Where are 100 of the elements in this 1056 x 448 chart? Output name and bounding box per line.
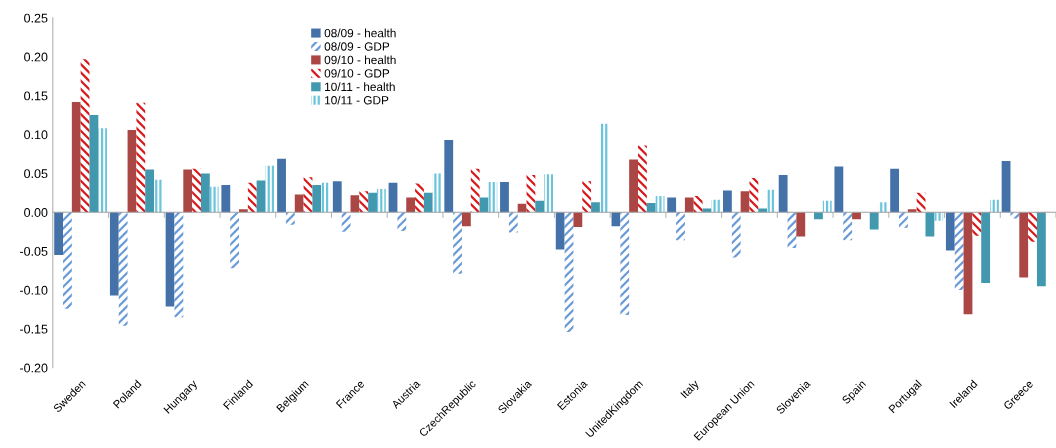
bar	[397, 212, 407, 231]
bar	[54, 212, 64, 256]
bar	[526, 174, 536, 213]
bar	[749, 178, 759, 213]
bar	[822, 200, 832, 213]
bar	[350, 195, 360, 213]
y-tick-label: 0.20	[24, 52, 48, 62]
y-tick-label: 0.05	[24, 169, 48, 179]
bar	[109, 212, 119, 296]
bar	[599, 123, 609, 213]
bar	[582, 181, 592, 213]
bar	[332, 181, 342, 213]
bar	[71, 101, 81, 213]
bar	[247, 182, 257, 213]
bar	[878, 202, 888, 213]
bar	[256, 180, 266, 213]
bar	[517, 203, 527, 213]
legend-label: 08/09 - health	[324, 28, 396, 38]
bar	[239, 209, 248, 213]
bar	[488, 181, 498, 213]
bar	[285, 212, 295, 225]
bar	[80, 59, 90, 213]
bar	[500, 181, 509, 213]
bar	[638, 145, 647, 213]
bar	[136, 102, 146, 213]
legend-label: 10/11 - health	[325, 82, 395, 91]
bar	[432, 173, 442, 213]
bar	[341, 212, 351, 232]
y-tick-label: -0.10	[20, 285, 48, 295]
bar	[183, 169, 193, 213]
bar	[221, 185, 231, 213]
bar	[118, 212, 128, 326]
bar	[796, 212, 806, 237]
bar	[963, 212, 973, 315]
bar	[145, 169, 155, 213]
bar	[406, 197, 416, 213]
bar	[544, 174, 554, 213]
bar	[415, 183, 424, 213]
bar	[98, 128, 108, 213]
bar	[843, 212, 853, 241]
bar	[508, 212, 518, 233]
y-tick-label: -0.05	[20, 246, 48, 256]
bar	[127, 129, 137, 213]
bar	[209, 186, 219, 213]
bar	[312, 185, 322, 213]
bar	[693, 195, 703, 213]
bar	[461, 212, 471, 227]
bar	[740, 191, 750, 213]
bar	[731, 212, 741, 258]
bar	[981, 212, 991, 284]
bar	[934, 212, 944, 221]
bar	[899, 212, 908, 228]
bar	[767, 189, 776, 213]
legend-label: 09/10 - GDP	[324, 68, 390, 78]
bar	[555, 212, 565, 250]
bar	[676, 212, 685, 241]
bar	[711, 199, 721, 213]
bar	[620, 212, 630, 315]
bar	[294, 194, 304, 213]
bar	[954, 212, 964, 291]
y-tick-label: -0.15	[20, 324, 48, 334]
legend-label: 08/09 - GDP	[324, 42, 390, 51]
bar	[869, 212, 879, 230]
bar	[1019, 212, 1029, 278]
bar	[758, 208, 768, 213]
bar	[277, 158, 286, 213]
bar	[192, 168, 201, 213]
bar	[890, 168, 900, 213]
bar	[89, 115, 99, 213]
bar	[200, 173, 210, 213]
x-tick-label: Italy	[680, 378, 702, 400]
bar	[470, 168, 480, 213]
bar	[165, 212, 175, 307]
bar	[444, 139, 454, 213]
bar	[591, 202, 600, 213]
bar	[1036, 212, 1046, 287]
y-tick-label: 0.00	[24, 208, 48, 217]
y-tick-label: 0.10	[24, 130, 48, 140]
bar	[535, 200, 545, 213]
bar	[1010, 212, 1020, 219]
bar	[629, 159, 638, 213]
bar	[453, 212, 462, 274]
bar	[63, 212, 72, 309]
bar	[834, 166, 844, 213]
bar	[368, 192, 377, 213]
y-tick-label: 0.15	[24, 91, 48, 101]
legend-label: 09/10 - health	[324, 55, 396, 65]
bar	[945, 212, 955, 251]
bar	[684, 197, 694, 213]
y-tick-label: 0.25	[24, 13, 48, 23]
bar	[230, 212, 240, 269]
bar	[154, 179, 163, 213]
bar	[423, 192, 433, 213]
bar	[321, 182, 331, 213]
bar	[722, 190, 732, 213]
legend-label: 10/11 - GDP	[325, 95, 389, 105]
bar	[972, 212, 982, 236]
bar	[646, 202, 656, 213]
bar	[778, 174, 788, 213]
bar	[1001, 160, 1011, 213]
